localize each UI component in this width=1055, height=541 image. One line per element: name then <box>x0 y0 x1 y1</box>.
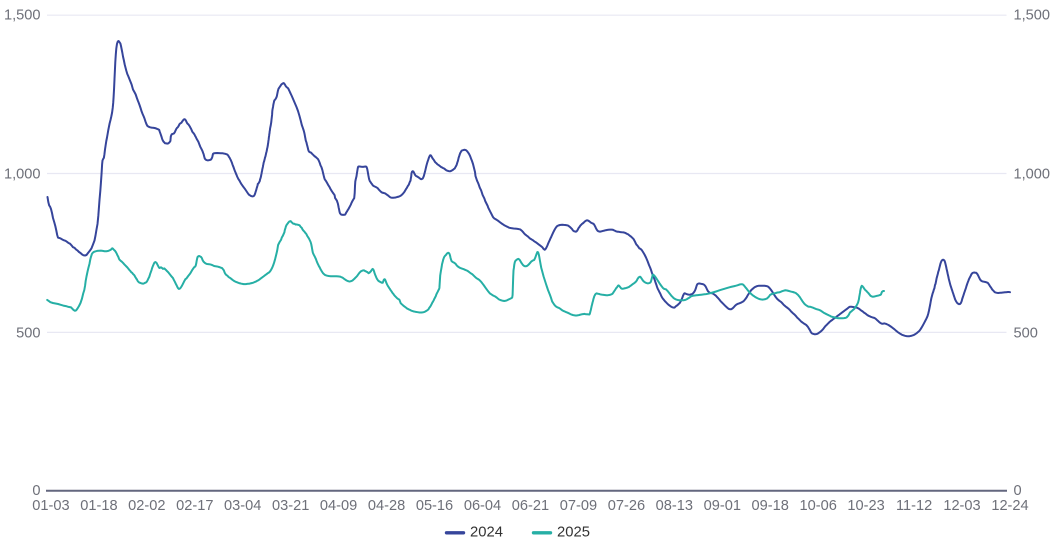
svg-text:02-02: 02-02 <box>128 498 165 514</box>
svg-text:500: 500 <box>16 326 40 342</box>
svg-text:04-09: 04-09 <box>320 498 357 514</box>
svg-text:08-13: 08-13 <box>656 498 693 514</box>
svg-text:12-24: 12-24 <box>991 498 1028 514</box>
svg-text:1,000: 1,000 <box>4 167 41 183</box>
svg-text:01-03: 01-03 <box>32 498 69 514</box>
svg-text:09-18: 09-18 <box>752 498 789 514</box>
svg-text:2024: 2024 <box>470 525 503 541</box>
svg-text:01-18: 01-18 <box>80 498 117 514</box>
svg-text:1,500: 1,500 <box>1014 8 1051 24</box>
svg-text:0: 0 <box>32 483 40 499</box>
svg-text:500: 500 <box>1014 326 1038 342</box>
svg-text:05-16: 05-16 <box>416 498 453 514</box>
svg-text:10-06: 10-06 <box>800 498 837 514</box>
svg-text:06-04: 06-04 <box>464 498 501 514</box>
svg-text:10-23: 10-23 <box>847 498 884 514</box>
svg-text:11-12: 11-12 <box>896 498 932 514</box>
svg-text:1,000: 1,000 <box>1014 167 1051 183</box>
svg-text:0: 0 <box>1014 483 1022 499</box>
svg-text:07-09: 07-09 <box>560 498 597 514</box>
svg-text:09-01: 09-01 <box>704 498 741 514</box>
svg-text:04-28: 04-28 <box>368 498 405 514</box>
svg-text:03-04: 03-04 <box>224 498 261 514</box>
svg-text:06-21: 06-21 <box>512 498 549 514</box>
svg-text:02-17: 02-17 <box>176 498 213 514</box>
svg-text:03-21: 03-21 <box>272 498 309 514</box>
svg-text:2025: 2025 <box>557 525 590 541</box>
svg-text:1,500: 1,500 <box>4 8 41 24</box>
svg-text:07-26: 07-26 <box>608 498 645 514</box>
svg-text:12-03: 12-03 <box>943 498 980 514</box>
